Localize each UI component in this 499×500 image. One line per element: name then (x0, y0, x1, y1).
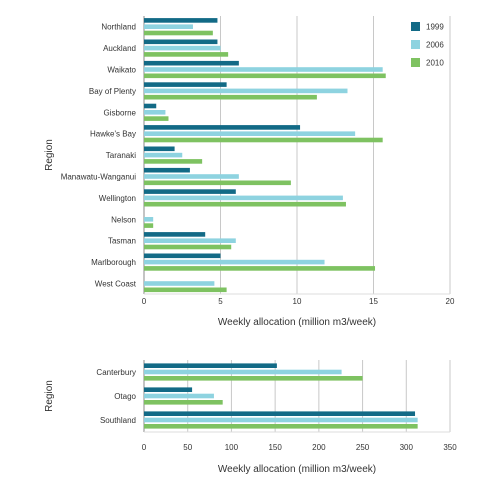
bar-otago-1999 (144, 387, 193, 392)
category-label-west-coast: West Coast (95, 280, 137, 289)
bar-auckland-2010 (144, 52, 229, 57)
x-tick-label: 300 (400, 443, 414, 452)
category-label-marlborough: Marlborough (91, 258, 136, 267)
bar-west-coast-2010 (144, 287, 227, 293)
chart-2: 0 50 100 150 200 250 300 350 Canterbury Otago Sout… (44, 360, 457, 475)
category-label-waikato: Waikato (107, 66, 136, 75)
bar-marlborough-2010 (144, 266, 376, 271)
bar-southland-2010 (144, 424, 418, 429)
category-label-otago: Otago (114, 392, 136, 401)
category-label-gisborne: Gisborne (104, 108, 137, 117)
bar-southland-2006 (144, 417, 418, 423)
bar-otago-2006 (144, 393, 214, 399)
x-tick-label: 15 (369, 297, 378, 306)
bar-nelson-2010 (144, 223, 154, 228)
x-tick-label: 100 (225, 443, 239, 452)
y-axis-title: Region (44, 139, 55, 171)
bar-taranaki-2006 (144, 152, 183, 158)
category-label-wellington: Wellington (99, 194, 136, 203)
legend-label-2006: 2006 (426, 41, 444, 50)
bar-southland-1999 (144, 411, 416, 416)
bar-taranaki-1999 (144, 146, 175, 152)
bar-manawatu-wanganui-2006 (144, 174, 239, 179)
bar-west-coast-2006 (144, 281, 215, 286)
category-label-bay-of-plenty: Bay of Plenty (89, 87, 136, 96)
bar-marlborough-1999 (144, 253, 221, 259)
category-label-northland: Northland (101, 23, 136, 32)
category-label-tasman: Tasman (108, 237, 136, 246)
legend-swatch-2010 (411, 58, 420, 67)
bar-canterbury-2010 (144, 376, 363, 381)
bar-wellington-2006 (144, 195, 343, 201)
x-tick-label: 350 (443, 443, 457, 452)
bar-hawke-s-bay-2010 (144, 137, 383, 143)
bar-bay-of-plenty-1999 (144, 82, 227, 87)
category-label-nelson: Nelson (111, 215, 136, 224)
x-tick-label: 200 (312, 443, 326, 452)
bar-tasman-1999 (144, 232, 206, 237)
bar-waikato-2010 (144, 73, 386, 79)
bar-nelson-2006 (144, 217, 154, 222)
legend-swatch-2006 (411, 40, 420, 49)
bar-auckland-2006 (144, 45, 221, 51)
legend-label-1999: 1999 (426, 23, 444, 32)
bar-marlborough-2006 (144, 259, 325, 265)
x-axis-title: Weekly allocation (million m3/week) (218, 464, 376, 475)
bar-manawatu-wanganui-2010 (144, 180, 291, 186)
x-axis-title: Weekly allocation (million m3/week) (218, 317, 376, 328)
x-tick-label: 0 (142, 297, 147, 306)
bar-bay-of-plenty-2006 (144, 88, 348, 94)
bar-waikato-2006 (144, 67, 383, 72)
legend: 1999 2006 2010 (411, 22, 444, 68)
bar-otago-2010 (144, 400, 223, 405)
bar-tasman-2006 (144, 238, 236, 243)
x-tick-label: 50 (183, 443, 192, 452)
y-axis-title: Region (44, 380, 55, 412)
legend-label-2010: 2010 (426, 59, 444, 68)
bar-wellington-1999 (144, 189, 236, 194)
bar-manawatu-wanganui-1999 (144, 167, 190, 173)
bar-northland-1999 (144, 18, 218, 23)
bar-gisborne-1999 (144, 103, 157, 109)
bar-taranaki-2010 (144, 159, 203, 164)
bar-auckland-1999 (144, 39, 218, 45)
bar-northland-2006 (144, 24, 193, 29)
bar-gisborne-2006 (144, 110, 166, 115)
chart-1: 0 5 10 15 20 Northland Auckland Waikato Bay of P… (44, 16, 455, 328)
x-tick-label: 5 (218, 297, 223, 306)
category-label-canterbury: Canterbury (96, 368, 136, 377)
bar-northland-2010 (144, 30, 213, 36)
bar-hawke-s-bay-2006 (144, 131, 356, 136)
bar-tasman-2010 (144, 244, 232, 250)
bar-hawke-s-bay-1999 (144, 125, 301, 130)
category-label-hawke-s-bay: Hawke's Bay (90, 130, 136, 139)
x-tick-label: 10 (293, 297, 302, 306)
bar-canterbury-2006 (144, 369, 342, 375)
category-label-manawatu-wanganui: Manawatu-Wanganui (61, 173, 137, 182)
x-tick-label: 0 (142, 443, 147, 452)
x-tick-label: 150 (268, 443, 282, 452)
bar-wellington-2010 (144, 201, 346, 207)
bar-canterbury-1999 (144, 363, 277, 368)
bar-bay-of-plenty-2010 (144, 94, 317, 100)
category-label-auckland: Auckland (103, 44, 136, 53)
category-label-taranaki: Taranaki (106, 151, 136, 160)
legend-swatch-1999 (411, 22, 420, 31)
x-tick-label: 250 (356, 443, 370, 452)
bar-waikato-1999 (144, 60, 239, 66)
category-label-southland: Southland (100, 416, 136, 425)
x-tick-label: 20 (446, 297, 455, 306)
bar-gisborne-2010 (144, 116, 169, 121)
